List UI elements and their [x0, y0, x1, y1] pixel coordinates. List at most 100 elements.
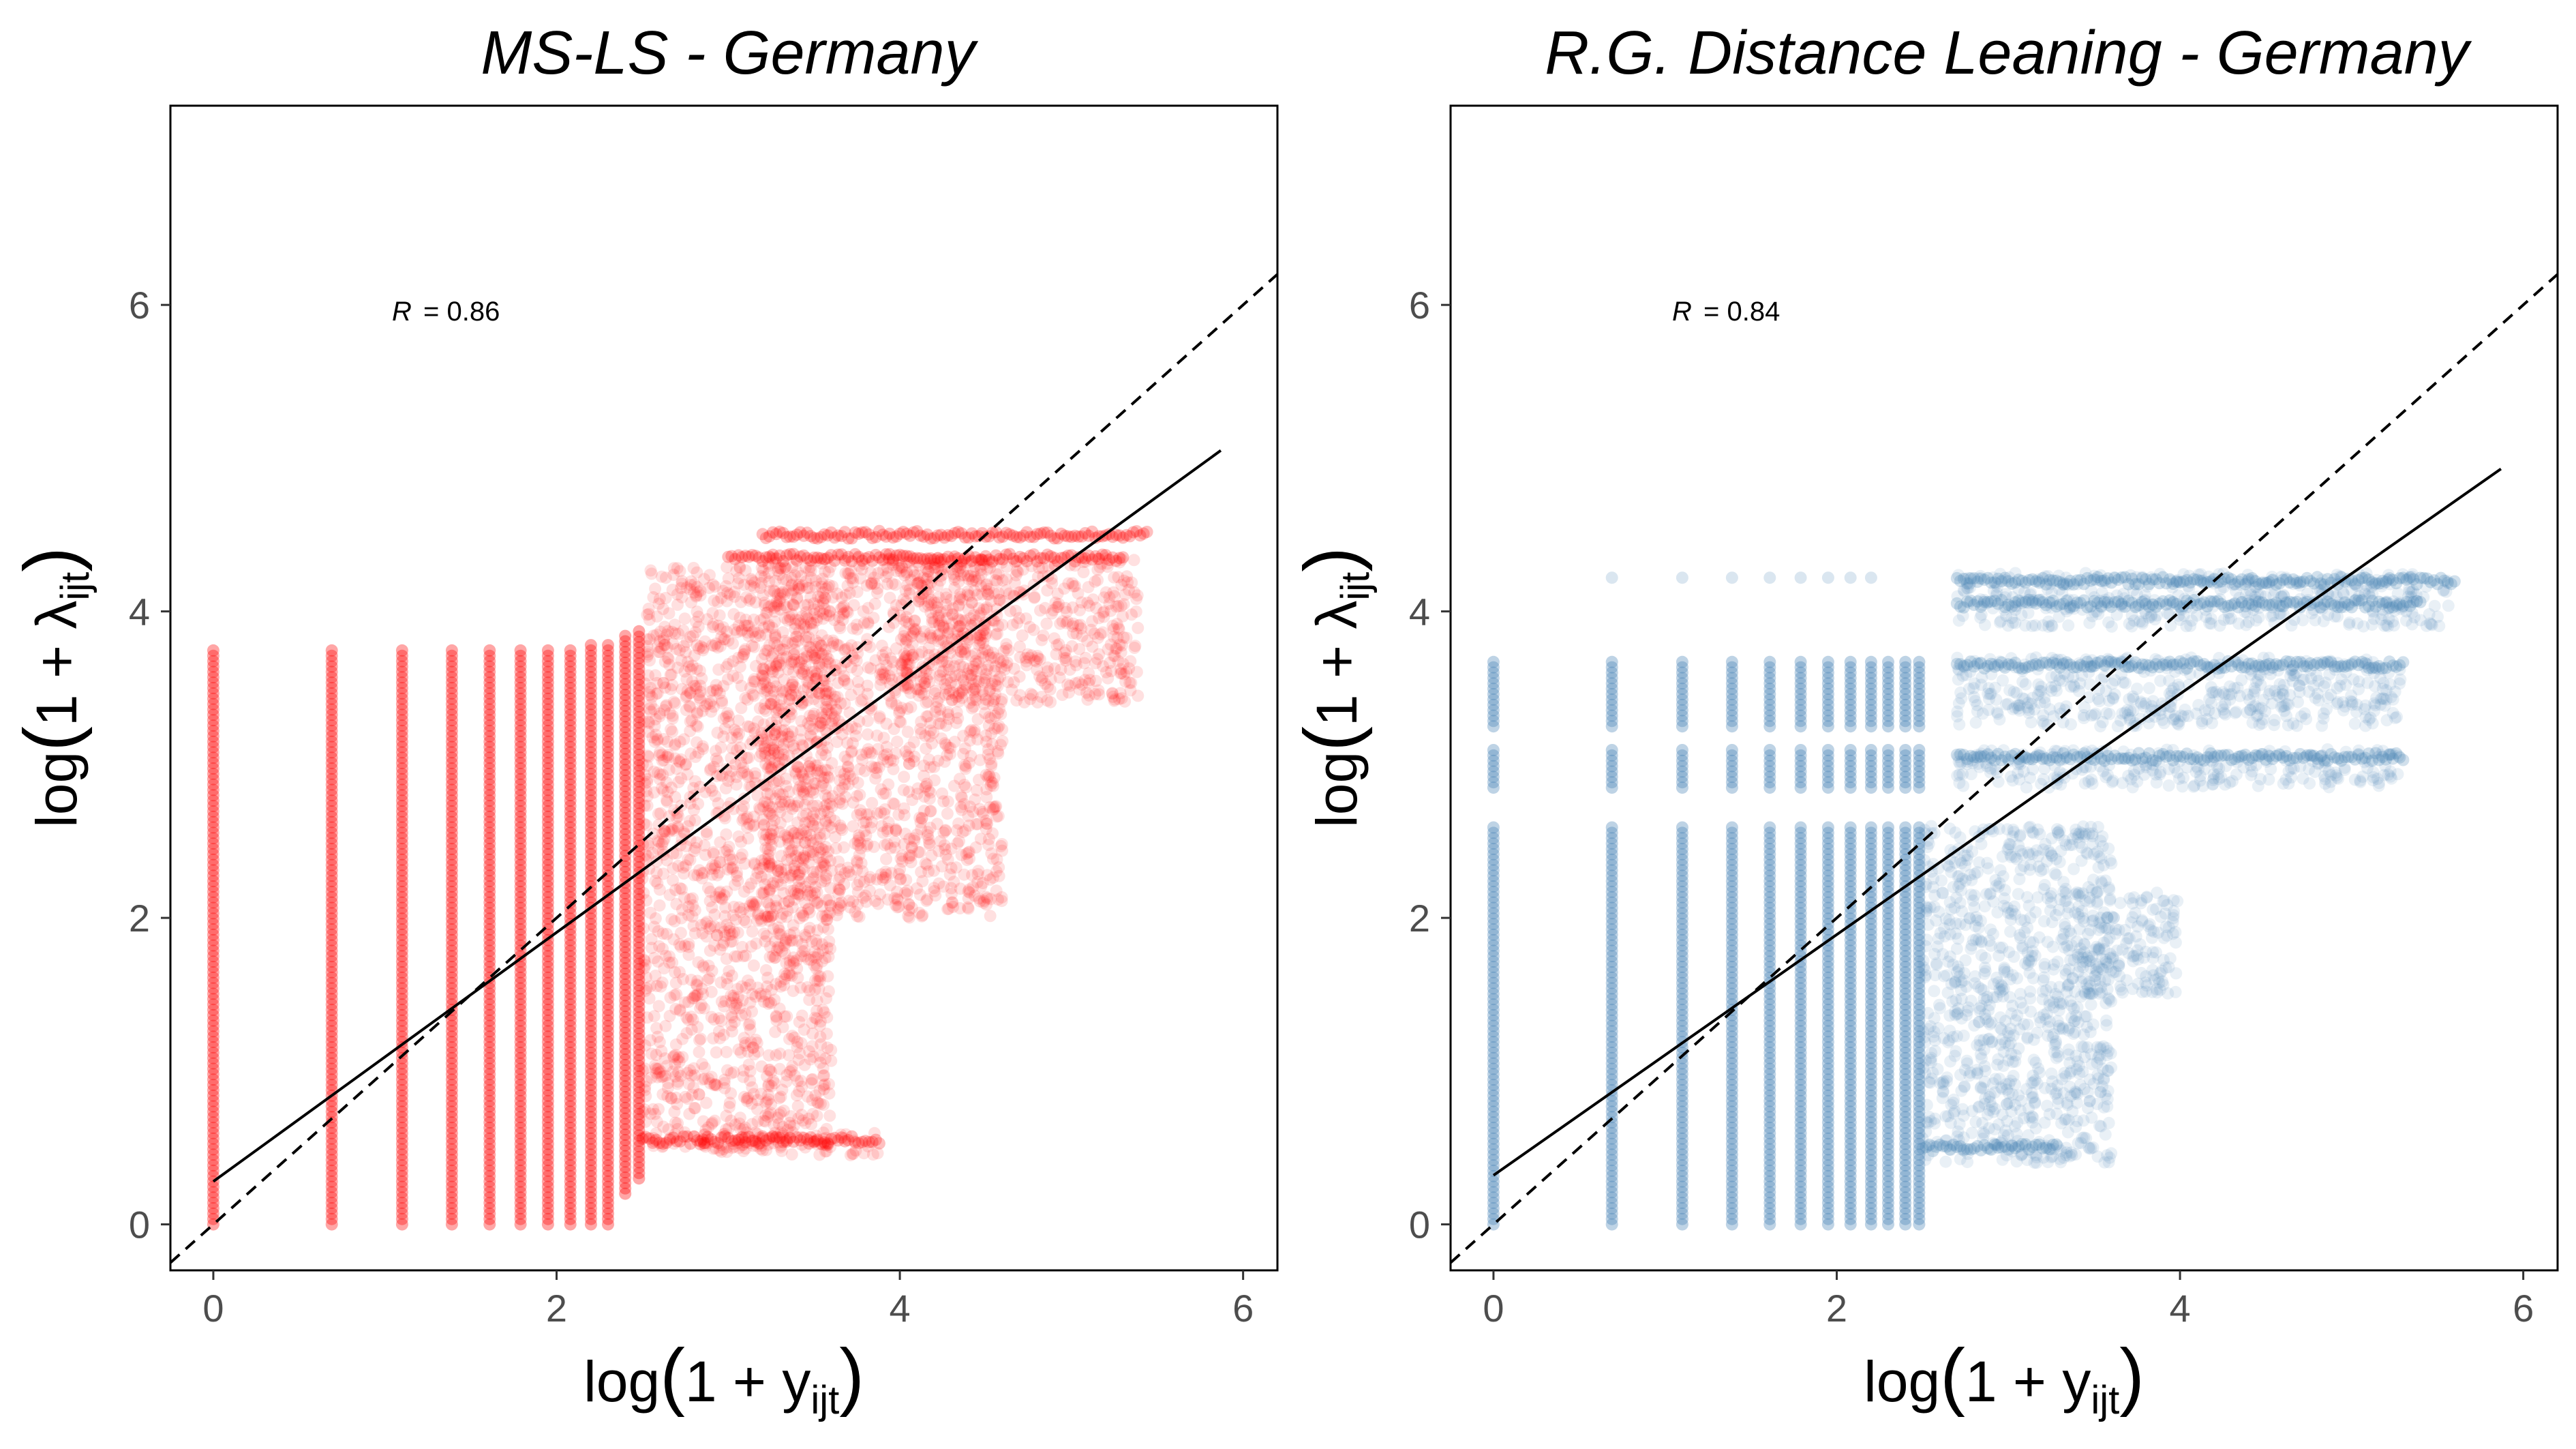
data-point [483, 864, 496, 877]
data-point [514, 666, 527, 678]
data-point [891, 735, 904, 748]
data-point [445, 982, 458, 995]
data-point [541, 993, 554, 1006]
data-point [395, 976, 408, 989]
data-point [564, 719, 577, 732]
data-point [602, 966, 614, 979]
data-point [541, 719, 554, 732]
data-point [207, 644, 219, 657]
data-point [483, 676, 496, 689]
data-point [564, 933, 577, 946]
data-point [648, 719, 661, 732]
data-point [584, 1202, 597, 1214]
data-point [992, 673, 1005, 686]
data-point [325, 714, 338, 727]
data-point [395, 666, 408, 678]
data-point [584, 741, 597, 753]
data-point [602, 858, 614, 871]
data-point [483, 655, 496, 668]
data-point [885, 697, 898, 710]
data-point [584, 933, 597, 946]
data-point [783, 795, 795, 808]
data-point [395, 1073, 408, 1086]
data-point [445, 735, 458, 748]
data-point [1086, 615, 1099, 628]
data-point [701, 974, 714, 986]
data-point [584, 805, 597, 818]
data-point [483, 1036, 496, 1049]
data-point [1045, 607, 1058, 620]
data-point [725, 1087, 738, 1100]
data-point [982, 588, 995, 601]
data-point [678, 612, 691, 625]
data-point [445, 1218, 458, 1231]
data-point [584, 1057, 597, 1070]
data-point [943, 713, 955, 726]
data-point [207, 1046, 219, 1059]
data-point [1079, 651, 1092, 664]
data-point [995, 738, 1007, 751]
data-point [602, 901, 614, 914]
data-point [445, 1036, 458, 1049]
data-point [653, 940, 666, 953]
data-point [514, 864, 527, 877]
data-point [602, 1030, 614, 1043]
data-point [325, 1148, 338, 1161]
data-point [746, 1081, 759, 1094]
data-point [395, 1041, 408, 1054]
data-point [564, 1025, 577, 1038]
data-point [541, 826, 554, 839]
data-point [541, 1079, 554, 1092]
data-point [683, 700, 696, 713]
data-point [395, 687, 408, 700]
data-point [668, 915, 681, 927]
data-point [395, 1154, 408, 1167]
data-point [514, 1126, 527, 1139]
data-point [445, 730, 458, 743]
data-point [602, 821, 614, 834]
data-point [584, 955, 597, 968]
data-point [325, 698, 338, 711]
data-point [783, 1049, 795, 1062]
data-point [445, 1105, 458, 1118]
data-point [514, 1046, 527, 1059]
data-point [325, 1003, 338, 1016]
data-point [995, 839, 1007, 852]
data-point [564, 939, 577, 952]
data-point [483, 708, 496, 721]
data-point [564, 810, 577, 823]
data-point [723, 1101, 736, 1114]
data-point [925, 598, 938, 611]
data-point [783, 1065, 796, 1078]
data-point [541, 778, 554, 791]
data-point [811, 759, 824, 772]
data-point [681, 684, 694, 697]
data-point [541, 1143, 554, 1156]
data-point [637, 818, 650, 830]
data-point [564, 741, 577, 753]
data-point [682, 909, 695, 922]
data-point [667, 862, 680, 875]
data-point [637, 1105, 650, 1118]
data-point [207, 848, 219, 861]
data-point [395, 912, 408, 925]
data-point [514, 1051, 527, 1064]
data-point [564, 1041, 577, 1054]
data-point [763, 585, 776, 597]
data-point [395, 821, 408, 834]
data-point [951, 837, 964, 850]
data-point [747, 959, 760, 972]
data-point [445, 853, 458, 866]
data-point [1069, 580, 1082, 593]
data-point [445, 789, 458, 802]
data-point [602, 955, 614, 968]
data-point [584, 794, 597, 807]
data-point [818, 591, 831, 604]
data-point [584, 1154, 597, 1167]
data-point [584, 1191, 597, 1204]
data-point [584, 982, 597, 995]
data-point [541, 832, 554, 845]
data-point [1100, 586, 1112, 599]
data-point [1066, 601, 1079, 614]
data-point [584, 682, 597, 694]
